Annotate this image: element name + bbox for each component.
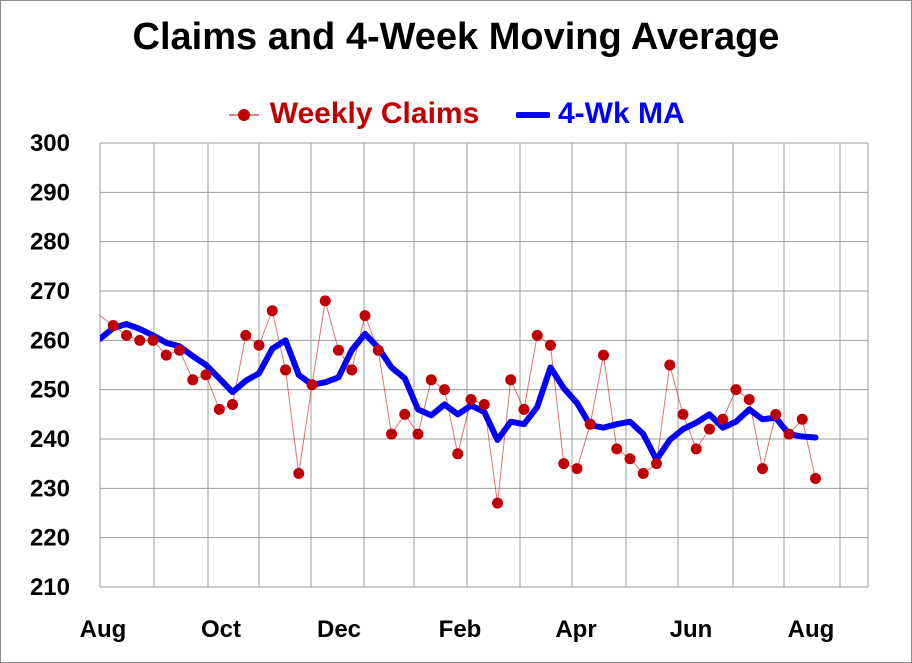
y-tick-label-290: 290: [30, 179, 70, 206]
point-weekly-claims-5: [160, 349, 172, 361]
point-weekly-claims-33: [531, 329, 543, 341]
point-weekly-claims-30: [492, 497, 503, 509]
point-weekly-claims-45: [690, 443, 702, 455]
point-weekly-claims-1: [107, 320, 119, 332]
legend-label-4wk-ma: 4-Wk MA: [557, 97, 685, 131]
legend: Weekly Claims 4-Wk MA: [0, 96, 912, 131]
point-weekly-claims-19: [346, 364, 358, 376]
point-weekly-claims-46: [704, 423, 715, 435]
y-tick-label-220: 220: [30, 525, 70, 552]
point-weekly-claims-34: [545, 339, 556, 351]
point-weekly-claims-47: [717, 413, 729, 425]
point-weekly-claims-41: [637, 468, 649, 480]
point-weekly-claims-10: [227, 398, 238, 410]
chart-title: Claims and 4-Week Moving Average: [132, 16, 780, 58]
y-tick-label-260: 260: [30, 327, 70, 354]
point-weekly-claims-53: [796, 413, 808, 425]
point-weekly-claims-43: [664, 359, 676, 371]
legend-line-ma-icon: [514, 112, 551, 119]
legend-label-weekly-claims: Weekly Claims: [269, 97, 480, 131]
x-tick-label-6: Aug: [788, 616, 835, 643]
point-weekly-claims-12: [253, 339, 265, 351]
point-weekly-claims-15: [293, 468, 305, 480]
point-weekly-claims-17: [319, 295, 331, 307]
point-weekly-claims-13: [266, 305, 278, 317]
y-tick-label-230: 230: [30, 475, 70, 502]
point-weekly-claims-35: [558, 458, 570, 470]
point-weekly-claims-40: [624, 453, 636, 465]
point-weekly-claims-25: [425, 374, 437, 386]
point-weekly-claims-16: [306, 379, 318, 391]
x-tick-label-3: Feb: [439, 616, 482, 643]
point-weekly-claims-20: [359, 310, 371, 322]
point-weekly-claims-22: [386, 428, 397, 440]
x-tick-label-5: Jun: [670, 616, 713, 643]
x-tick-label-0: Aug: [80, 616, 127, 643]
point-weekly-claims-37: [584, 418, 596, 430]
point-weekly-claims-32: [518, 403, 530, 415]
y-tick-label-210: 210: [30, 574, 70, 601]
point-weekly-claims-29: [478, 398, 490, 410]
legend-item-weekly-claims: Weekly Claims: [227, 97, 479, 131]
y-tick-label-240: 240: [30, 426, 70, 453]
point-weekly-claims-48: [730, 384, 742, 396]
y-tick-label-300: 300: [30, 130, 70, 157]
point-weekly-claims-50: [757, 463, 768, 475]
point-weekly-claims-49: [743, 394, 755, 406]
y-tick-label-270: 270: [30, 278, 70, 305]
point-weekly-claims-38: [598, 349, 609, 361]
y-tick-label-250: 250: [30, 377, 70, 404]
point-weekly-claims-39: [611, 443, 623, 455]
point-weekly-claims-24: [412, 428, 424, 440]
series-line-weekly-claims: [100, 300, 816, 504]
point-weekly-claims-23: [399, 408, 411, 420]
x-tick-label-4: Apr: [555, 616, 596, 643]
point-weekly-claims-9: [213, 403, 225, 415]
point-weekly-claims-51: [770, 408, 782, 420]
point-weekly-claims-3: [134, 334, 146, 346]
point-weekly-claims-31: [505, 374, 517, 386]
point-weekly-claims-27: [452, 448, 464, 460]
point-weekly-claims-4: [147, 334, 159, 346]
point-weekly-claims-21: [372, 344, 384, 356]
point-weekly-claims-28: [465, 394, 477, 406]
point-weekly-claims-7: [187, 374, 199, 386]
point-weekly-claims-54: [810, 472, 821, 484]
series-line-4wk-ma: [100, 321, 819, 463]
legend-marker-weekly-icon: [229, 109, 260, 122]
point-weekly-claims-14: [280, 364, 291, 376]
point-weekly-claims-52: [783, 428, 795, 440]
point-weekly-claims-26: [439, 384, 450, 396]
y-tick-label-280: 280: [30, 229, 70, 256]
point-weekly-claims-11: [240, 329, 252, 341]
point-weekly-claims-6: [174, 344, 185, 356]
point-weekly-claims-44: [677, 408, 689, 420]
x-tick-label-1: Oct: [201, 616, 241, 643]
point-weekly-claims-36: [571, 463, 583, 475]
legend-item-4wk-ma: 4-Wk MA: [514, 97, 685, 131]
point-weekly-claims-42: [651, 458, 662, 470]
point-weekly-claims-8: [200, 369, 212, 381]
point-weekly-claims-18: [333, 344, 344, 356]
point-weekly-claims-2: [121, 329, 132, 341]
x-tick-label-2: Dec: [317, 616, 361, 643]
